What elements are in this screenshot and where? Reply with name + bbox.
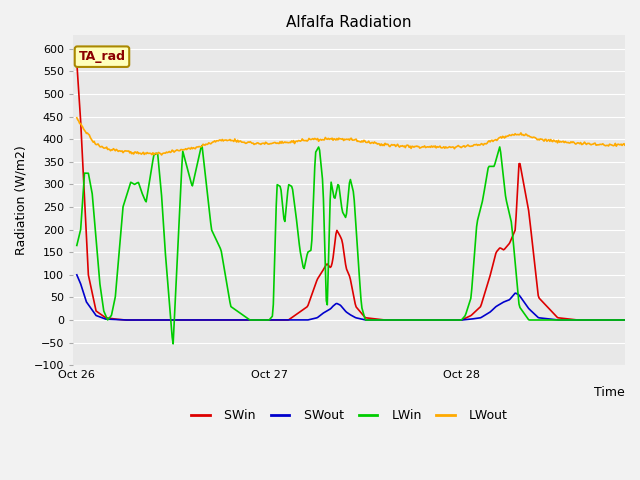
Y-axis label: Radiation (W/m2): Radiation (W/m2) (15, 145, 28, 255)
Title: Alfalfa Radiation: Alfalfa Radiation (286, 15, 412, 30)
Legend:   SWin,   SWout,   LWin,   LWout: SWin, SWout, LWin, LWout (186, 405, 512, 427)
Text: TA_rad: TA_rad (79, 50, 125, 63)
X-axis label: Time: Time (595, 385, 625, 398)
